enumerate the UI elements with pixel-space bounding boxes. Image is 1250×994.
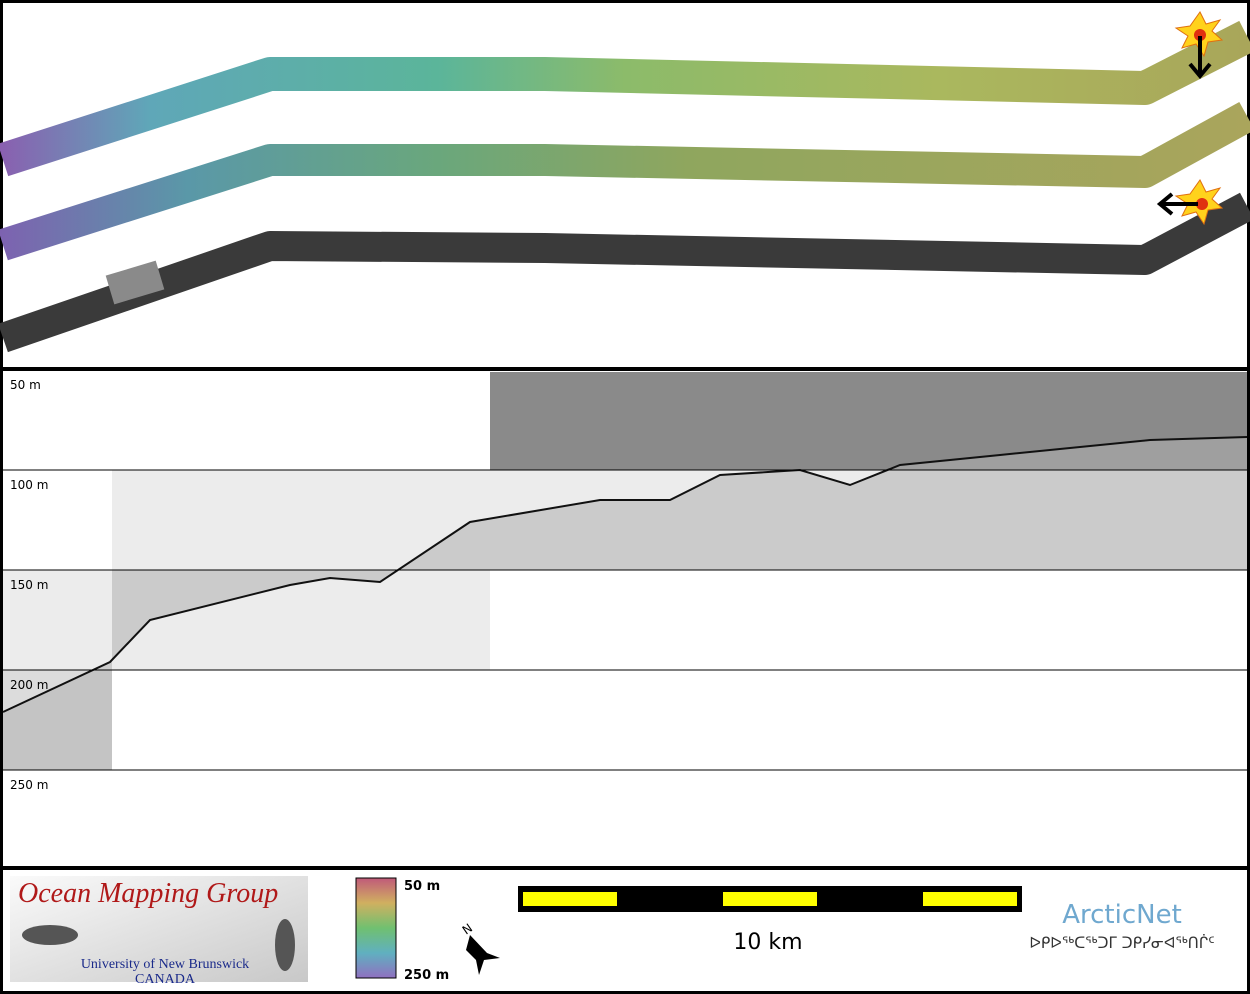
group-name: Ocean Mapping Group <box>18 878 278 909</box>
colorbar-bottom: 250 m <box>404 968 449 983</box>
swath-shaded <box>0 101 1250 261</box>
scale-label: 10 km <box>733 930 802 955</box>
university: University of New Brunswick <box>81 957 249 972</box>
depth-label: 50 m <box>10 378 41 392</box>
swath-bathymetry <box>0 20 1250 177</box>
depth-label: 100 m <box>10 478 48 492</box>
partner: ArcticNet <box>1062 900 1182 930</box>
north-arrow <box>466 935 500 975</box>
swaths <box>0 20 1250 353</box>
colorbar-top: 50 m <box>404 879 440 894</box>
event-dot <box>1196 198 1208 210</box>
depth-label: 250 m <box>10 778 48 792</box>
scale-segment <box>523 892 617 906</box>
colorbar <box>355 877 397 979</box>
depth-label: 200 m <box>10 678 48 692</box>
country: CANADA <box>135 972 196 987</box>
arrow-head <box>1156 192 1174 216</box>
swath-backscatter <box>0 192 1250 353</box>
depth-label: 150 m <box>10 578 48 592</box>
sediment <box>3 437 1247 770</box>
arrow-head <box>1188 62 1212 80</box>
logo-art <box>275 919 295 971</box>
logo-art <box>22 925 78 945</box>
profile: 50 m 100 m 150 m 200 m 250 m <box>2 372 1248 792</box>
footer: Ocean Mapping Group University of New Br… <box>10 876 1215 987</box>
seafloor <box>2 436 1248 713</box>
swath-patch <box>105 260 165 305</box>
scale-segment <box>923 892 1017 906</box>
partner-syllabics: ᐅᑭᐅᖅᑕᖅᑐᒥ ᑐᑭᓯᓂᐊᖅᑎᒌᑦ <box>1029 934 1214 952</box>
event-dot <box>1194 29 1206 41</box>
scale-segment <box>723 892 817 906</box>
markers <box>1156 11 1224 226</box>
